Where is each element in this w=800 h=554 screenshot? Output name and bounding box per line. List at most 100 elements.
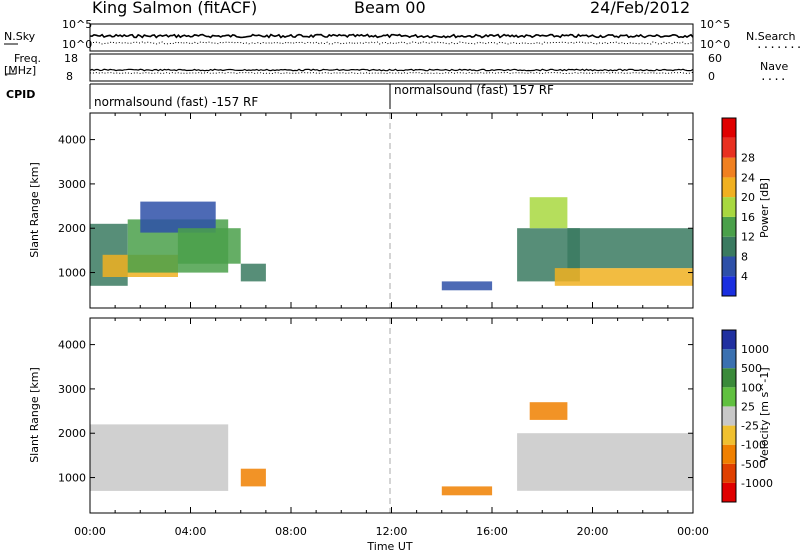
- time-tick-label: 00:00: [74, 525, 106, 538]
- noise-strip-frame: [89, 23, 694, 52]
- nsky-label: N.Sky: [4, 30, 36, 43]
- power-yticks: 1000 2000 3000 4000: [58, 134, 693, 280]
- colorbar-swatch: [722, 177, 736, 198]
- colorbar-swatch: [722, 387, 736, 407]
- heatmap-region-3: [529, 402, 568, 420]
- ytick-label: 4000: [58, 134, 86, 147]
- cpid-mode-2: normalsound (fast) 157 RF: [394, 83, 554, 97]
- nave-label: Nave: [760, 60, 789, 73]
- power-cbar-label: Power [dB]: [758, 178, 771, 238]
- ytick-label: 2000: [58, 222, 86, 235]
- noise-left-tick-low: 10^0: [62, 38, 93, 51]
- colorbar-swatch: [722, 349, 736, 369]
- heatmap-region-5: [240, 263, 266, 282]
- heatmap-region-2: [441, 486, 493, 496]
- noise-right-tick-high: 10^5: [700, 18, 731, 31]
- velocity-ylabel: Slant Range [km]: [28, 367, 41, 463]
- colorbar-swatch: [722, 482, 736, 502]
- heatmap-region-9: [554, 268, 693, 286]
- heatmap-region-8: [529, 197, 568, 229]
- colorbar-swatch: [722, 256, 736, 277]
- colorbar-swatch: [722, 368, 736, 388]
- ytick-label: 2000: [58, 427, 86, 440]
- colorbar-swatch: [722, 276, 736, 296]
- nave-right-tick-high: 60: [708, 52, 722, 65]
- velocity-cbar-label: Velocity [m s^-1]: [758, 367, 771, 462]
- colorbar-swatch: [722, 137, 736, 158]
- time-tick-label: 12:00: [376, 525, 408, 538]
- noise-sky-line: [89, 33, 694, 39]
- velocity-colorbar: 1000 500 100 25 -25 -100 -500 -1000: [721, 329, 773, 503]
- colorbar-swatch: [722, 425, 736, 445]
- power-ylabel: Slant Range [km]: [28, 162, 41, 258]
- power-cbar-tick: 20: [741, 191, 755, 204]
- freq-strip-frame: [89, 53, 694, 82]
- freq-label: Freq.: [14, 52, 42, 65]
- freq-left-tick-low: 8: [66, 70, 73, 83]
- velocity-xticks: [89, 318, 694, 513]
- nsearch-label: N.Search: [746, 30, 796, 43]
- power-xticks: [89, 113, 694, 308]
- cpid-mode-1: normalsound (fast) -157 RF: [94, 95, 259, 109]
- power-cells: [90, 197, 693, 291]
- date-title: 24/Feb/2012: [590, 0, 691, 17]
- heatmap-region-4: [177, 228, 241, 264]
- ytick-label: 3000: [58, 178, 86, 191]
- nave-line: [89, 71, 694, 75]
- colorbar-swatch: [722, 463, 736, 483]
- time-tick-labels: 00:00 04:00 08:00 12:00 16:00 20:00 00:00: [74, 525, 709, 538]
- velocity-cbar-tick: 1000: [741, 343, 769, 356]
- time-tick-label: 16:00: [476, 525, 508, 538]
- power-cbar-tick: 24: [741, 171, 755, 184]
- time-tick-label: 20:00: [577, 525, 609, 538]
- power-cbar-tick: 12: [741, 231, 755, 244]
- beam-title: Beam 00: [354, 0, 426, 17]
- velocity-cbar-tick: -1000: [741, 477, 773, 490]
- nave-legend: ....: [760, 70, 787, 83]
- heatmap-region-0: [90, 424, 229, 491]
- strip-charts: [4, 23, 694, 109]
- power-cbar-tick: 16: [741, 211, 755, 224]
- power-cbar-tick: 4: [741, 270, 748, 283]
- heatmap-region-6: [441, 281, 493, 291]
- noise-right-tick-low: 10^0: [700, 38, 731, 51]
- freq-left-tick-high: 18: [64, 52, 78, 65]
- nave-right-tick-low: 0: [708, 70, 715, 83]
- heatmap-region-10: [567, 228, 693, 269]
- power-panel: 1000 2000 3000 4000 Slant Range [km]: [28, 112, 694, 309]
- power-colorbar: 4 8 12 16 20 24 28: [721, 117, 755, 297]
- ytick-label: 3000: [58, 383, 86, 396]
- colorbar-swatch: [722, 157, 736, 178]
- colorbar-swatch: [722, 216, 736, 237]
- xaxis-title: Time UT: [366, 540, 412, 553]
- colorbar-swatch: [722, 330, 736, 350]
- colorbar-frame: [721, 117, 737, 297]
- velocity-cbar-tick: -500: [741, 458, 766, 471]
- colorbar-swatch: [722, 118, 736, 138]
- station-title: King Salmon (fitACF): [92, 0, 258, 17]
- velocity-panel: 1000 2000 3000 4000 Slant Range [km]: [28, 317, 694, 514]
- freq-unit-label: [MHz]: [4, 64, 37, 77]
- heatmap-region-4: [517, 433, 693, 491]
- velocity-cbar-tick: 25: [741, 400, 755, 413]
- velocity-cells: [90, 402, 693, 496]
- heatmap-region-1: [240, 468, 266, 487]
- velocity-yticks: 1000 2000 3000 4000: [58, 339, 693, 485]
- ytick-label: 1000: [58, 472, 86, 485]
- ytick-label: 4000: [58, 339, 86, 352]
- time-tick-label: 00:00: [677, 525, 709, 538]
- velocity-cbar-tick: -100: [741, 439, 766, 452]
- colorbar-swatch: [722, 197, 736, 217]
- nsearch-legend: ........: [756, 38, 800, 51]
- velocity-cbar-tick: 100: [741, 381, 762, 394]
- heatmap-region-3: [140, 201, 216, 233]
- colorbar-frame: [721, 329, 737, 503]
- velocity-cbar-tick: -25: [741, 420, 759, 433]
- frequency-line: [89, 68, 694, 72]
- cpid-label: CPID: [6, 88, 36, 101]
- colorbar-swatch: [722, 444, 736, 464]
- power-cbar-tick: 28: [741, 152, 755, 165]
- colorbar-swatch: [722, 236, 736, 257]
